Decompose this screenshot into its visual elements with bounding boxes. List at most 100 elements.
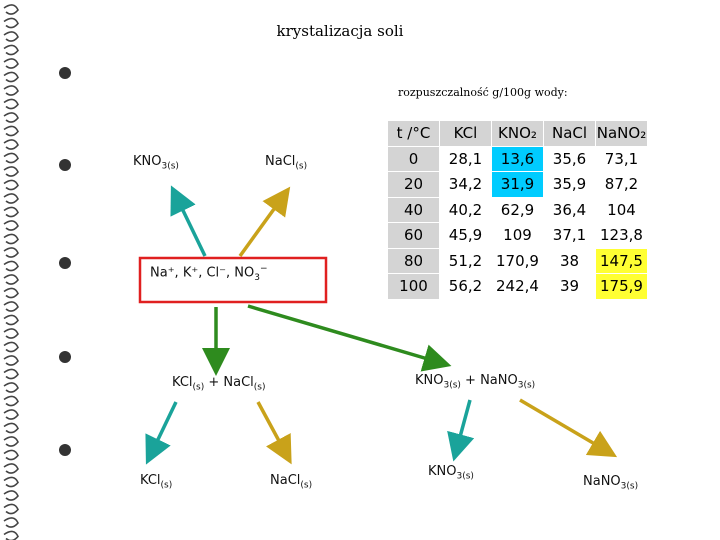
label-part: (s) — [160, 480, 173, 491]
spiral-ring — [3, 395, 19, 407]
cell: 36,4 — [543, 196, 596, 223]
cell: 51,2 — [439, 247, 492, 274]
cell: 28,1 — [439, 145, 492, 172]
label-part: Na⁺, K⁺, Cl⁻, NO — [150, 265, 255, 281]
label-part: (s) — [300, 480, 313, 491]
spiral-ring — [3, 463, 19, 474]
label-part: (s) — [192, 382, 205, 393]
cell: 31,9 — [491, 171, 544, 198]
cell: 40,2 — [439, 196, 492, 223]
label-part: KCl — [140, 473, 161, 488]
label-part: + NaNO — [460, 373, 518, 388]
label-part: − — [259, 264, 268, 274]
cell: 100 — [387, 273, 440, 300]
spiral-ring — [3, 247, 19, 258]
cell: 35,6 — [543, 145, 596, 172]
spiral-ring — [3, 17, 19, 29]
spiral-ring — [3, 301, 19, 312]
spiral-ring — [3, 98, 19, 110]
spiral-ring — [3, 125, 19, 137]
spiral-ring — [3, 517, 19, 528]
label-part: NaNO — [583, 474, 621, 489]
spiral-ring — [3, 139, 19, 150]
spiral-ring — [3, 287, 19, 299]
label-part: 3(s) — [517, 380, 536, 391]
spiral-ring — [3, 422, 19, 434]
label-part: NaCl — [270, 473, 301, 488]
cell: 123,8 — [595, 222, 648, 249]
node-label: KNO3(s) — [428, 464, 474, 482]
cell: 20 — [387, 171, 440, 198]
cell: NaNO₂ — [595, 120, 648, 147]
spiral-ring — [3, 490, 19, 501]
node-label: KNO3(s) — [133, 154, 179, 172]
cell: 175,9 — [595, 273, 648, 300]
spiral-ring — [3, 71, 19, 83]
spiral-ring — [3, 355, 19, 366]
label-part: 3 — [254, 272, 260, 283]
spiral-ring — [3, 193, 19, 204]
cell: 37,1 — [543, 222, 596, 249]
label-part: 3(s) — [161, 161, 179, 172]
spiral-ring — [3, 274, 19, 285]
spiral-ring — [3, 206, 19, 218]
node-label: KCl(s) — [140, 473, 172, 491]
cell: 62,9 — [491, 196, 544, 223]
cell: 60 — [387, 222, 440, 249]
solubility-table: t /°C KCl KNO₂ NaCl NaNO₂ 0 28,1 13,6 35,6 73,1 20… — [387, 120, 648, 300]
spiral-ring — [3, 530, 19, 540]
cell: t /°C — [387, 120, 440, 147]
cell: 170,9 — [491, 247, 544, 274]
node-label: NaCl(s) — [270, 473, 312, 491]
spiral-ring — [3, 44, 19, 56]
spiral-ring — [3, 179, 19, 191]
spiral-ring — [3, 409, 19, 420]
label-part: KNO — [415, 373, 444, 388]
title: krystalizacja soli — [276, 22, 404, 40]
cell: 104 — [595, 196, 648, 223]
spiral-ring — [3, 314, 19, 326]
label-part: 3(s) — [443, 380, 461, 391]
node-label: NaCl(s) — [265, 154, 307, 172]
label-part: 3(s) — [456, 471, 474, 482]
spiral-ring — [3, 328, 19, 339]
label-part: NaCl — [265, 154, 296, 169]
cell: 73,1 — [595, 145, 648, 172]
spiral-ring — [3, 449, 19, 461]
node-label: NaNO3(s) — [583, 474, 638, 492]
spiral-ring — [3, 58, 19, 69]
label-part: 3(s) — [620, 481, 639, 492]
cell: 242,4 — [491, 273, 544, 300]
spiral-ring — [3, 85, 19, 96]
spiral-ring — [3, 31, 19, 42]
cell: KNO₂ — [491, 120, 544, 147]
label-part: KNO — [428, 464, 457, 479]
spiral-ring — [3, 368, 19, 380]
cell: 38 — [543, 247, 596, 274]
spiral-ring — [3, 503, 19, 515]
spiral-ring — [3, 260, 19, 272]
spiral-ring — [3, 112, 19, 123]
label-part: (s) — [295, 161, 308, 172]
cell: 45,9 — [439, 222, 492, 249]
spiral-ring — [3, 233, 19, 245]
spiral-ring — [3, 4, 19, 15]
cell: 35,9 — [543, 171, 596, 198]
subtitle: rozpuszczalność g/100g wody: — [398, 86, 568, 99]
spiral-ring — [3, 476, 19, 488]
cell: 34,2 — [439, 171, 492, 198]
cell: 40 — [387, 196, 440, 223]
spiral-ring — [3, 152, 19, 164]
cell: KCl — [439, 120, 492, 147]
cell: 0 — [387, 145, 440, 172]
cell: 13,6 — [491, 145, 544, 172]
spiral-ring — [3, 341, 19, 353]
node-label: KNO3(s) + NaNO3(s) — [415, 373, 535, 391]
cell: 56,2 — [439, 273, 492, 300]
cell: NaCl — [543, 120, 596, 147]
spiral-ring — [3, 382, 19, 393]
cell: 80 — [387, 247, 440, 274]
label-part: (s) — [253, 382, 266, 393]
